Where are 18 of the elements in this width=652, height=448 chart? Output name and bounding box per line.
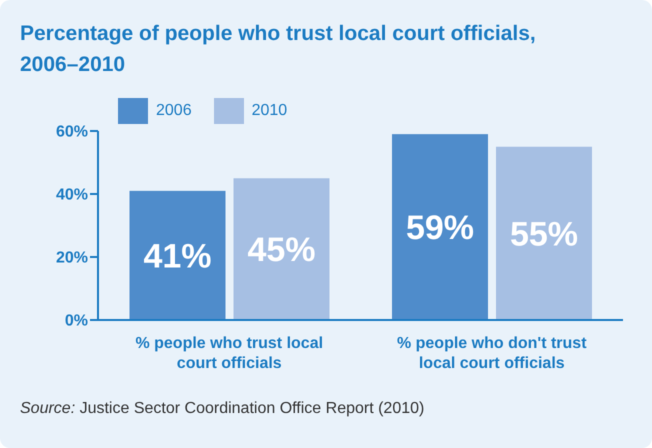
x-tick-label: % people who don't trust local court officials: [396, 335, 588, 372]
chart-title: Percentage of people who trust local court officials, 2006–2010: [20, 21, 537, 78]
bar: [130, 190, 226, 320]
source-note: Source: Justice Sector Coordination Office Report (2010): [20, 400, 424, 418]
y-tick-label: 40%: [56, 186, 88, 204]
bar: [392, 134, 488, 320]
data-label: 55%: [510, 215, 578, 254]
y-tick-label: 60%: [56, 124, 88, 141]
y-tick-label: 20%: [56, 250, 88, 267]
y-tick-label: 0%: [64, 312, 88, 330]
bar: [496, 146, 592, 320]
data-label: 45%: [247, 231, 316, 270]
legend-label: 2010: [252, 102, 288, 120]
x-tick-label: % people who trust local court officials: [135, 335, 324, 372]
bar: [234, 178, 330, 320]
data-label: 41%: [143, 237, 212, 276]
data-label: 59%: [406, 209, 474, 248]
legend-label: 2006: [156, 102, 192, 120]
